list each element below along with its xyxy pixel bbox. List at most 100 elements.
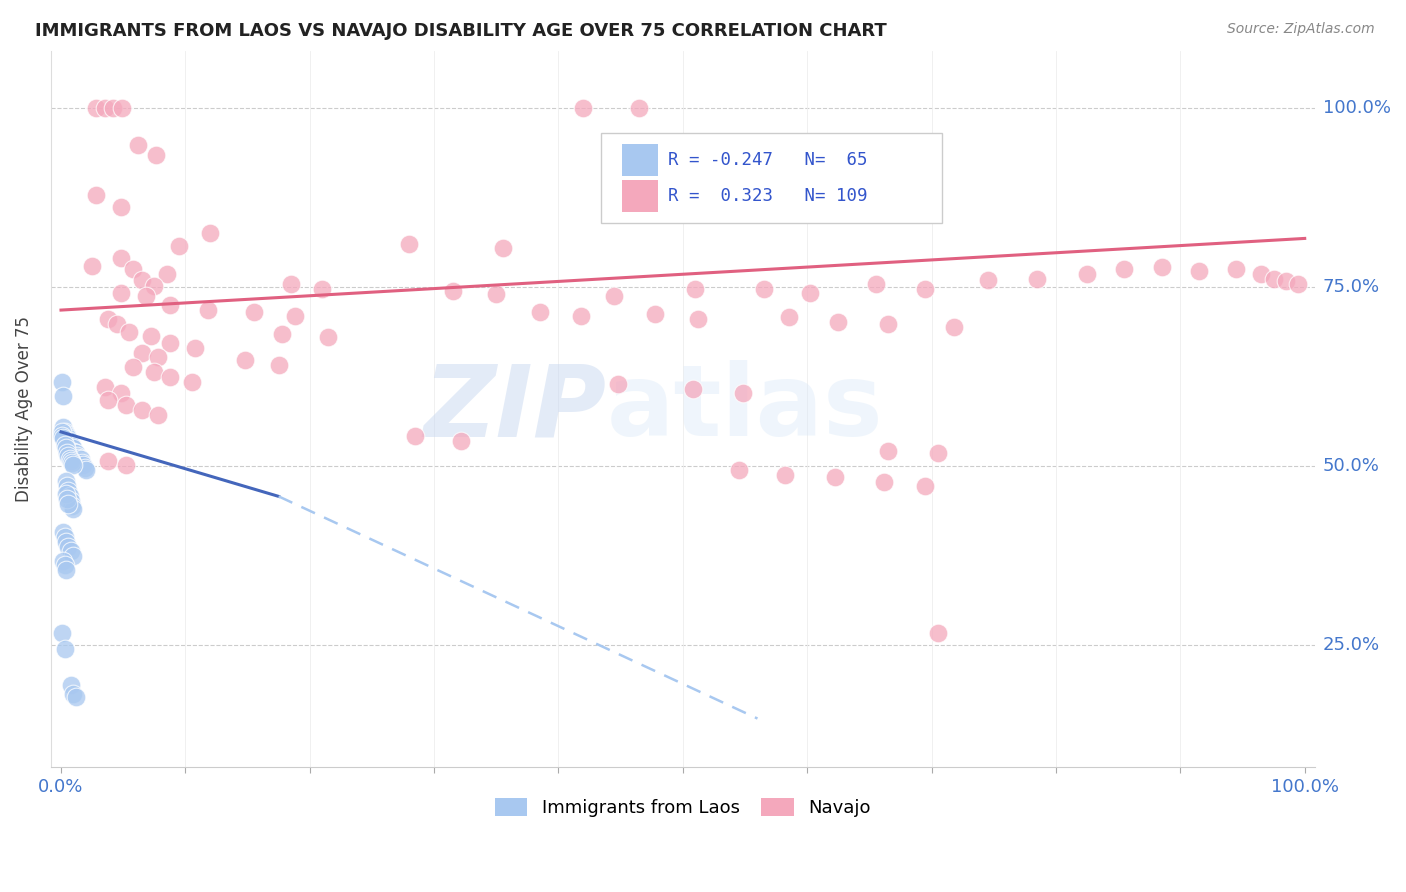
Text: 50.0%: 50.0% (1323, 458, 1379, 475)
Text: 25.0%: 25.0% (1323, 636, 1381, 655)
Point (1275, 274, 1298, 288)
Point (159, 298, 181, 312)
Point (60, 439, 83, 453)
Point (53, 529, 76, 543)
Point (58, 431, 80, 445)
Point (280, 277, 302, 291)
Point (60, 443, 83, 458)
Point (914, 282, 936, 296)
Text: atlas: atlas (607, 360, 883, 458)
Point (114, 398, 136, 412)
Point (131, 346, 153, 360)
Y-axis label: Disability Age Over 75: Disability Age Over 75 (15, 316, 32, 502)
Point (110, 285, 132, 300)
Point (55, 427, 77, 442)
Point (75, 463, 97, 477)
Point (242, 305, 264, 319)
Point (62, 687, 84, 701)
Point (1288, 277, 1310, 291)
Point (1150, 260, 1173, 274)
Point (105, 318, 128, 332)
Point (52, 554, 75, 568)
Point (603, 289, 626, 303)
Point (180, 375, 202, 389)
Point (682, 382, 704, 396)
Point (159, 336, 181, 351)
Point (127, 138, 149, 153)
Point (93, 101, 115, 115)
Bar (623, 144, 658, 176)
Point (66, 452, 89, 467)
Point (72, 458, 94, 472)
Point (491, 241, 513, 255)
Point (1225, 262, 1247, 277)
Point (93, 380, 115, 394)
Point (62, 549, 84, 563)
Point (69, 453, 91, 467)
Point (62, 458, 84, 472)
Point (59, 678, 82, 692)
Point (65, 446, 87, 460)
Point (59, 439, 82, 453)
Point (146, 408, 169, 422)
Point (572, 101, 595, 115)
Point (1026, 271, 1049, 285)
Point (65, 690, 87, 704)
Point (1250, 267, 1272, 281)
Point (773, 467, 796, 482)
Point (146, 351, 169, 365)
Point (184, 341, 207, 355)
FancyBboxPatch shape (600, 133, 942, 223)
Point (529, 305, 551, 319)
Point (59, 438, 82, 452)
Point (56, 479, 79, 493)
Point (97, 312, 120, 326)
Point (84, 101, 107, 115)
Point (145, 147, 167, 161)
Point (727, 463, 749, 477)
Point (56, 491, 79, 506)
Point (59, 489, 82, 503)
Legend: Immigrants from Laos, Navajo: Immigrants from Laos, Navajo (486, 789, 880, 826)
Point (686, 312, 709, 326)
Point (485, 287, 508, 301)
Text: 75.0%: 75.0% (1323, 278, 1381, 296)
Point (311, 282, 333, 296)
Point (927, 446, 949, 460)
Point (284, 309, 307, 323)
Point (58, 497, 80, 511)
Point (628, 101, 651, 115)
Text: ZIP: ZIP (425, 360, 607, 458)
Point (55, 563, 77, 577)
Point (159, 369, 181, 384)
Point (52, 525, 75, 540)
Point (58, 484, 80, 499)
Point (131, 403, 153, 417)
Point (143, 365, 166, 379)
Point (60, 456, 83, 470)
Point (131, 273, 153, 287)
Point (827, 314, 849, 328)
Point (110, 386, 132, 401)
Point (51, 425, 73, 439)
Point (63, 449, 86, 463)
Point (1263, 271, 1285, 285)
Text: IMMIGRANTS FROM LAOS VS NAVAJO DISABILITY AGE OVER 75 CORRELATION CHART: IMMIGRANTS FROM LAOS VS NAVAJO DISABILIT… (35, 22, 887, 40)
Point (267, 358, 290, 372)
Point (114, 458, 136, 472)
Point (60, 499, 83, 513)
Point (197, 303, 219, 318)
Point (59, 434, 82, 449)
Point (441, 284, 464, 298)
Point (799, 285, 821, 300)
Bar (623, 180, 658, 212)
Point (143, 278, 166, 293)
Point (943, 319, 966, 334)
Point (398, 237, 420, 252)
Point (59, 452, 82, 467)
Point (51, 625, 73, 640)
Point (685, 282, 707, 296)
Point (52, 420, 75, 434)
Point (233, 353, 256, 368)
Point (607, 376, 630, 391)
